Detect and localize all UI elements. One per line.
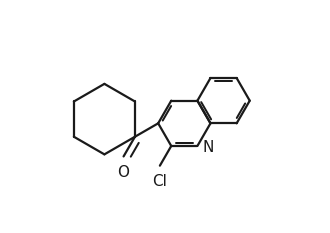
Text: N: N [202, 140, 214, 155]
Text: Cl: Cl [152, 174, 167, 189]
Text: O: O [117, 165, 130, 180]
